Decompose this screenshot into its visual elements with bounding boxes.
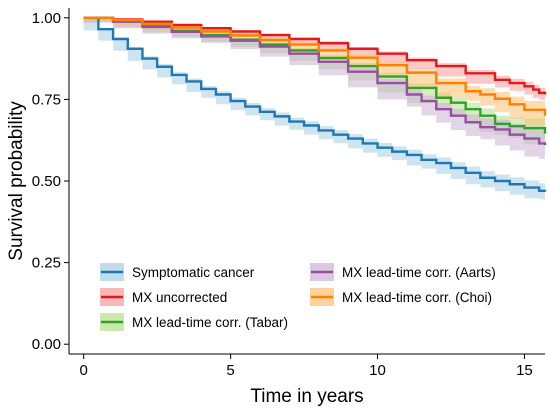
legend-label: MX lead-time corr. (Choi) xyxy=(342,290,492,305)
y-tick-label: 0.50 xyxy=(32,173,61,190)
legend-item-mx-uncorrected: MX uncorrected xyxy=(100,288,227,306)
legend-item-mx-lead-time-corr-aarts: MX lead-time corr. (Aarts) xyxy=(310,263,496,281)
y-tick-label: 1.00 xyxy=(32,10,61,27)
x-axis-title: Time in years xyxy=(250,386,363,407)
legend-item-symptomatic-cancer: Symptomatic cancer xyxy=(100,263,255,281)
y-ticks: 0.00 0.25 0.50 0.75 1.00 xyxy=(32,10,69,353)
legend: Symptomatic cancer MX lead-time corr. (Aa… xyxy=(100,263,496,331)
axes: 0.00 0.25 0.50 0.75 1.00 0 5 10 15 xyxy=(32,8,545,379)
y-tick-label: 0.25 xyxy=(32,255,61,272)
curve-mx-lead-time-corr-choi xyxy=(83,16,547,116)
y-axis-title: Survival probability xyxy=(6,101,27,261)
x-tick-label: 5 xyxy=(226,362,234,379)
legend-label: MX uncorrected xyxy=(132,290,227,305)
x-tick-label: 10 xyxy=(369,362,386,379)
y-tick-label: 0.00 xyxy=(32,336,61,353)
curve-mx-uncorrected xyxy=(83,16,547,95)
legend-item-mx-lead-time-corr-tabar: MX lead-time corr. (Tabar) xyxy=(100,313,288,331)
y-tick-label: 0.75 xyxy=(32,91,61,108)
band-mx-lead-time-corr-aarts xyxy=(83,17,545,159)
legend-label: Symptomatic cancer xyxy=(132,265,255,280)
legend-label: MX lead-time corr. (Aarts) xyxy=(342,265,496,280)
x-tick-label: 0 xyxy=(80,362,88,379)
legend-label: MX lead-time corr. (Tabar) xyxy=(132,315,288,330)
legend-item-mx-lead-time-corr-choi: MX lead-time corr. (Choi) xyxy=(310,288,492,306)
survival-curves xyxy=(83,16,547,192)
x-tick-label: 15 xyxy=(516,362,533,379)
curve-symptomatic-cancer xyxy=(83,16,547,192)
x-ticks: 0 5 10 15 xyxy=(80,354,533,379)
